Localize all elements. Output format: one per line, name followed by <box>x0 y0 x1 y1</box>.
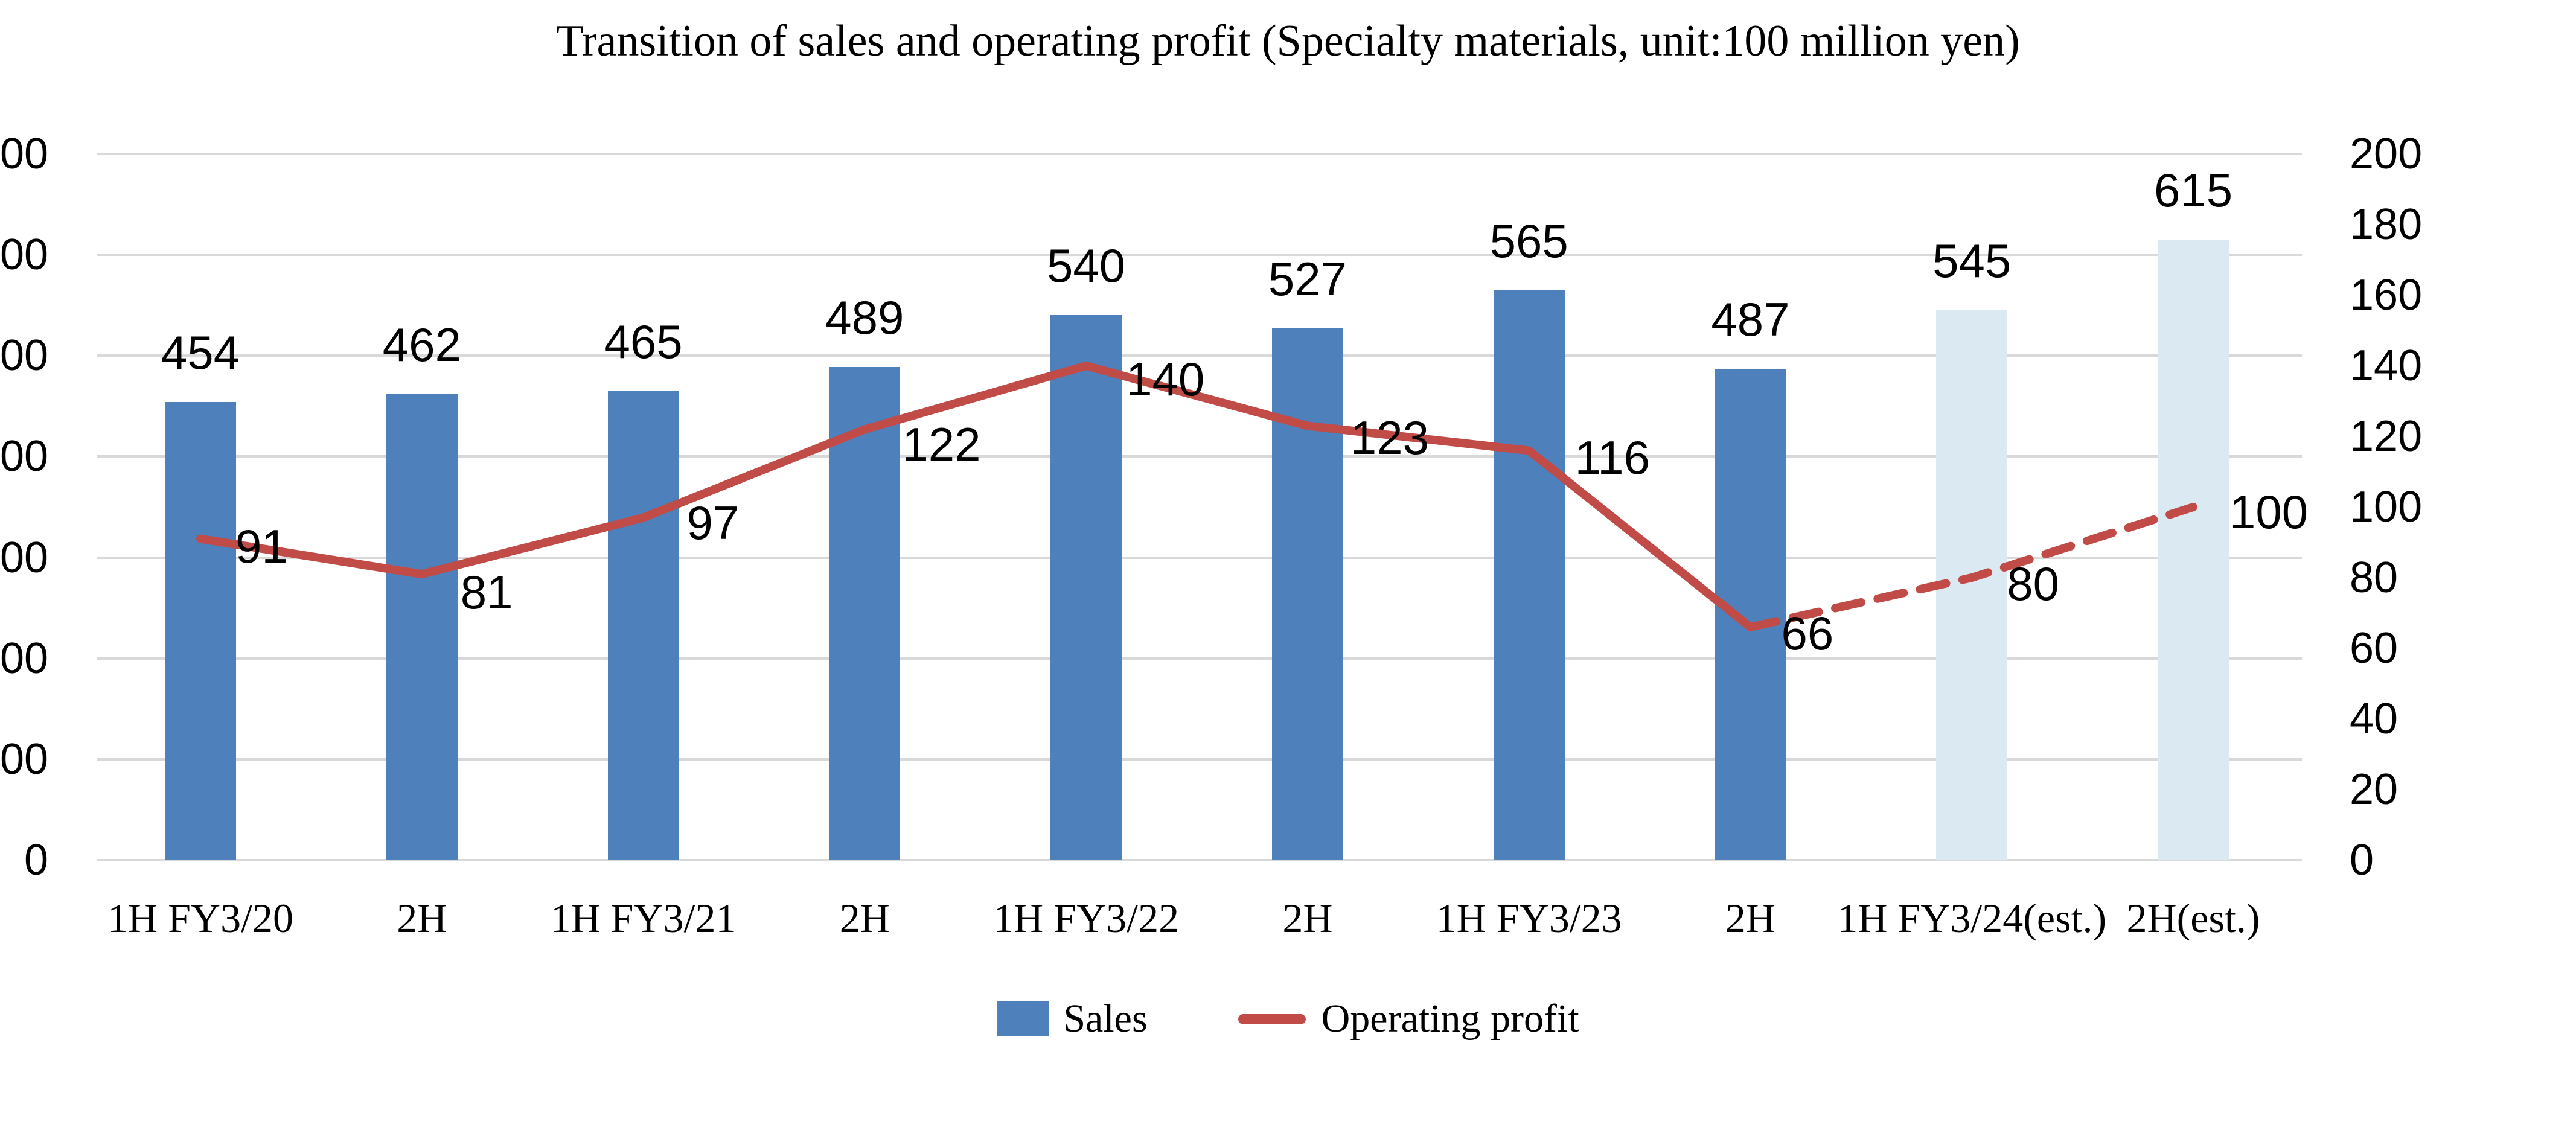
right-axis-tick: 160 <box>2350 271 2423 319</box>
left-axis-tick: 0 <box>24 836 48 884</box>
sales-value-label: 462 <box>382 318 461 371</box>
chart-title: Transition of sales and operating profit… <box>556 16 2020 66</box>
gridline <box>97 254 2302 257</box>
right-axis-tick: 120 <box>2350 412 2423 461</box>
sales-bar-estimate <box>2158 240 2229 860</box>
right-axis-tick: 180 <box>2350 200 2423 249</box>
sales-value-label: 454 <box>161 326 240 380</box>
legend-item-operating-profit: Operating profit <box>1238 996 1579 1042</box>
operating-profit-line-chart <box>196 362 2198 631</box>
sales-value-label: 487 <box>1711 293 1790 346</box>
gridline <box>97 657 2302 660</box>
right-axis-tick: 140 <box>2350 342 2423 390</box>
legend-item-sales: Sales <box>997 996 1148 1042</box>
sales-swatch-icon <box>997 1001 1049 1036</box>
right-axis-tick: 0 <box>2350 836 2374 884</box>
left-axis-tick: 00 <box>0 432 49 481</box>
sales-bar <box>607 391 679 860</box>
sales-value-label: 489 <box>825 290 904 344</box>
sales-value-label: 545 <box>1932 234 2012 288</box>
operating-profit-value-label: 122 <box>902 418 981 471</box>
left-axis-tick: 00 <box>0 231 49 279</box>
sales-value-label: 615 <box>2153 164 2233 217</box>
x-axis-label: 1H FY3/23 <box>1436 895 1622 941</box>
x-axis-label: 2H <box>1282 895 1333 941</box>
sales-bar <box>1715 369 1786 860</box>
gridline <box>97 153 2302 155</box>
x-axis-label: 1H FY3/22 <box>993 895 1180 941</box>
legend-sales-label: Sales <box>1063 997 1148 1041</box>
legend-operating-profit-label: Operating profit <box>1321 997 1579 1041</box>
operating-profit-swatch-icon <box>1238 1013 1306 1024</box>
x-axis-label: 2H(est.) <box>2126 895 2260 941</box>
x-axis-label: 1H FY3/20 <box>107 895 293 941</box>
sales-bar <box>1493 290 1565 860</box>
gridline <box>97 455 2302 458</box>
sales-value-label: 565 <box>1489 214 1568 267</box>
legend: Sales Operating profit <box>0 996 2576 1042</box>
gridline <box>97 556 2302 559</box>
gridline <box>97 859 2302 861</box>
sales-value-label: 540 <box>1047 239 1126 293</box>
operating-profit-value-label: 140 <box>1126 353 1205 406</box>
gridline <box>97 354 2302 357</box>
operating-profit-value-label: 123 <box>1350 411 1430 465</box>
right-axis-tick: 20 <box>2350 765 2399 814</box>
operating-profit-line-solid <box>196 362 1755 631</box>
right-axis-tick: 40 <box>2350 695 2399 743</box>
right-axis-tick: 200 <box>2350 130 2423 178</box>
operating-profit-value-label: 116 <box>1574 431 1651 485</box>
sales-bar <box>165 402 236 860</box>
left-axis-tick: 00 <box>0 331 49 380</box>
operating-profit-line-dashed <box>1746 503 2198 631</box>
gridline <box>97 758 2302 761</box>
operating-profit-value-label: 81 <box>460 566 513 619</box>
sales-value-label: 527 <box>1268 252 1347 306</box>
right-axis-tick: 100 <box>2350 483 2423 531</box>
operating-profit-value-label: 100 <box>2229 485 2309 538</box>
x-axis-label: 1H FY3/24(est.) <box>1837 895 2107 941</box>
right-axis-tick: 60 <box>2350 624 2399 672</box>
operating-profit-value-label: 97 <box>686 496 740 549</box>
left-axis-tick: 00 <box>0 130 49 178</box>
plot-area: 454 462 465 489 540 527 565 487 545 615 91 81 97 122 1… <box>97 153 2308 861</box>
x-axis-label: 2H <box>397 895 447 941</box>
sales-value-label: 465 <box>604 314 683 368</box>
right-axis-tick: 80 <box>2350 554 2399 602</box>
x-axis-label: 1H FY3/21 <box>550 895 737 941</box>
operating-profit-value-label: 91 <box>235 519 288 573</box>
x-axis-label: 2H <box>839 895 890 941</box>
operating-profit-value-label: 66 <box>1781 606 1834 660</box>
left-axis-tick: 00 <box>0 634 49 683</box>
sales-bar <box>386 394 458 860</box>
x-axis-label: 2H <box>1725 895 1776 941</box>
left-axis-tick: 00 <box>0 533 49 582</box>
sales-bar <box>1050 315 1122 860</box>
left-axis-tick: 00 <box>0 735 49 784</box>
operating-profit-value-label: 80 <box>2007 557 2059 610</box>
sales-bar <box>829 366 901 860</box>
